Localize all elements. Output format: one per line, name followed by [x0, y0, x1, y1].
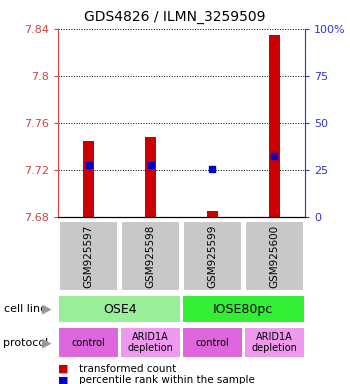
Text: GSM925600: GSM925600 — [269, 225, 279, 288]
Text: IOSE80pc: IOSE80pc — [213, 303, 273, 316]
Text: control: control — [196, 338, 229, 348]
Text: OSE4: OSE4 — [103, 303, 136, 316]
Bar — [182, 295, 304, 323]
Bar — [121, 221, 180, 291]
Bar — [245, 221, 304, 291]
Bar — [182, 327, 243, 358]
Text: ARID1A
depletion: ARID1A depletion — [251, 332, 297, 353]
Text: ▶: ▶ — [42, 303, 52, 316]
Text: ▶: ▶ — [42, 336, 52, 349]
Bar — [58, 327, 119, 358]
Text: GDS4826 / ILMN_3259509: GDS4826 / ILMN_3259509 — [84, 10, 266, 23]
Bar — [58, 295, 181, 323]
Text: control: control — [72, 338, 106, 348]
Text: protocol: protocol — [4, 338, 49, 348]
Bar — [145, 137, 156, 217]
Text: percentile rank within the sample: percentile rank within the sample — [79, 375, 255, 384]
Bar — [183, 221, 242, 291]
Text: ■: ■ — [58, 375, 68, 384]
Text: GSM925599: GSM925599 — [208, 224, 217, 288]
Text: cell line: cell line — [4, 304, 47, 314]
Text: transformed count: transformed count — [79, 364, 176, 374]
Bar — [269, 35, 280, 217]
Bar — [207, 211, 218, 217]
Text: GSM925597: GSM925597 — [84, 224, 94, 288]
Text: ARID1A
depletion: ARID1A depletion — [128, 332, 174, 353]
Bar — [83, 141, 94, 217]
Bar — [120, 327, 181, 358]
Text: GSM925598: GSM925598 — [146, 224, 155, 288]
Text: ■: ■ — [58, 364, 68, 374]
Bar — [59, 221, 118, 291]
Bar — [244, 327, 304, 358]
